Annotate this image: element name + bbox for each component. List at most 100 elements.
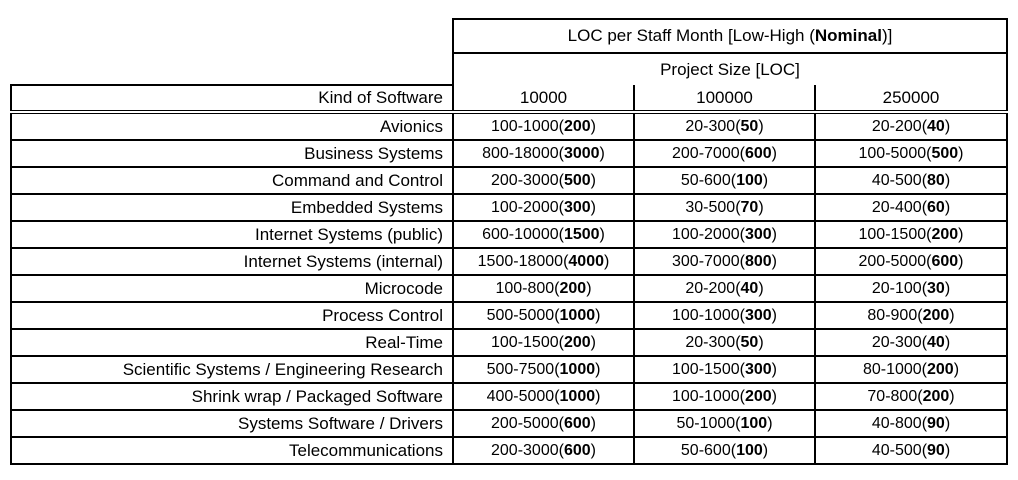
nominal-value: 200 xyxy=(927,360,954,378)
range-text: 100-1000 xyxy=(491,117,559,135)
table-row: Systems Software / Drivers 200-5000(600) 5… xyxy=(10,410,1008,438)
range-text: 100-2000 xyxy=(491,198,559,216)
nominal-value: 40 xyxy=(740,279,759,297)
paren-open: ( xyxy=(926,144,932,162)
nominal-value: 40 xyxy=(927,333,945,351)
range-text: 200-5000 xyxy=(491,414,559,432)
range-text: 50-600 xyxy=(680,171,731,189)
table-row: Shrink wrap / Packaged Software 400-5000(… xyxy=(10,383,1008,411)
range-text: 100-1500 xyxy=(672,360,740,378)
paren-close: ) xyxy=(953,360,960,378)
value-cell: 100-1500(300) xyxy=(633,356,815,384)
paren-close: ) xyxy=(949,387,955,405)
table-row: Embedded Systems 100-2000(300) 30-500(70) 2… xyxy=(10,194,1008,222)
range-text: 100-1500 xyxy=(491,333,559,351)
nominal-value: 3000 xyxy=(563,144,600,162)
paren-close: ) xyxy=(944,441,951,459)
nominal-value: 200 xyxy=(563,117,591,135)
table-row: Business Systems 800-18000(3000) 200-7000(… xyxy=(10,140,1008,168)
paren-close: ) xyxy=(590,441,596,459)
range-text: 20-300 xyxy=(685,333,736,351)
nominal-value: 30 xyxy=(927,279,945,297)
value-cell: 200-5000(600) xyxy=(814,248,1008,276)
value-cell: 40-800(90) xyxy=(814,410,1008,438)
paren-close: ) xyxy=(590,333,596,351)
kind-cell: Internet Systems (public) xyxy=(10,221,454,249)
value-cell: 1500-18000(4000) xyxy=(452,248,634,276)
paren-open: ( xyxy=(917,306,923,324)
nominal-value: 600 xyxy=(931,252,959,270)
paren-open: ( xyxy=(558,198,564,216)
paren-close: ) xyxy=(771,144,777,162)
size-header-10000: 10000 xyxy=(452,85,634,114)
paren-open: ( xyxy=(921,171,928,189)
paren-close: ) xyxy=(944,198,951,216)
range-text: 20-100 xyxy=(871,279,922,297)
nominal-value: 60 xyxy=(927,198,945,216)
value-cell: 600-10000(1500) xyxy=(452,221,634,249)
paren-open: ( xyxy=(730,171,737,189)
range-text: 20-300 xyxy=(871,333,922,351)
range-text: 50-600 xyxy=(680,441,731,459)
paren-close: ) xyxy=(758,117,764,135)
paren-close: ) xyxy=(944,333,951,351)
paren-close: ) xyxy=(758,198,764,216)
nominal-value: 1000 xyxy=(559,306,596,324)
size-header-100000: 100000 xyxy=(633,85,815,114)
paren-open: ( xyxy=(554,306,560,324)
kind-cell: Command and Control xyxy=(10,167,454,195)
range-text: 80-1000 xyxy=(862,360,922,378)
value-cell: 20-300(50) xyxy=(633,112,815,141)
table-row: Process Control 500-5000(1000) 100-1000(30… xyxy=(10,302,1008,330)
range-text: 500-5000 xyxy=(486,306,555,324)
paren-close: ) xyxy=(771,225,777,243)
nominal-value: 200 xyxy=(563,333,591,351)
kind-cell: Avionics xyxy=(10,112,454,141)
paren-open: ( xyxy=(558,117,564,135)
paren-close: ) xyxy=(944,171,951,189)
title-text-end: )] xyxy=(881,26,893,45)
kind-cell: Business Systems xyxy=(10,140,454,168)
range-text: 200-3000 xyxy=(491,441,559,459)
value-cell: 500-7500(1000) xyxy=(452,356,634,384)
nominal-value: 100 xyxy=(736,441,763,459)
paren-open: ( xyxy=(921,414,928,432)
value-cell: 100-1000(200) xyxy=(633,383,815,411)
value-cell: 100-2000(300) xyxy=(452,194,634,222)
table-title: LOC per Staff Month [Low-High (Nominal)] xyxy=(452,18,1008,54)
range-text: 40-500 xyxy=(871,171,922,189)
value-cell: 20-400(60) xyxy=(814,194,1008,222)
nominal-value: 600 xyxy=(744,144,772,162)
range-text: 100-2000 xyxy=(672,225,740,243)
nominal-value: 500 xyxy=(563,171,591,189)
table-row: Scientific Systems / Engineering Researc… xyxy=(10,356,1008,384)
table-row: Internet Systems (public) 600-10000(1500)… xyxy=(10,221,1008,249)
title-row: LOC per Staff Month [Low-High (Nominal)] xyxy=(11,18,1008,54)
range-text: 80-900 xyxy=(867,306,918,324)
nominal-value: 100 xyxy=(736,171,763,189)
value-cell: 100-1000(300) xyxy=(633,302,815,330)
table-row: Microcode 100-800(200) 20-200(40) 20-100(30… xyxy=(10,275,1008,303)
paren-open: ( xyxy=(739,144,745,162)
value-cell: 200-3000(600) xyxy=(452,437,634,465)
range-text: 100-1000 xyxy=(672,306,740,324)
range-text: 200-7000 xyxy=(672,144,740,162)
paren-open: ( xyxy=(558,171,564,189)
paren-close: ) xyxy=(590,171,596,189)
value-cell: 200-3000(500) xyxy=(452,167,634,195)
table-row: Command and Control 200-3000(500) 50-600(1… xyxy=(10,167,1008,195)
paren-open: ( xyxy=(554,387,560,405)
paren-open: ( xyxy=(739,387,745,405)
paren-close: ) xyxy=(762,171,769,189)
kind-cell: Internet Systems (internal) xyxy=(10,248,454,276)
nominal-value: 40 xyxy=(927,117,945,135)
range-text: 40-800 xyxy=(871,414,922,432)
range-text: 20-200 xyxy=(685,279,736,297)
value-cell: 50-600(100) xyxy=(633,167,815,195)
range-text: 50-1000 xyxy=(676,414,736,432)
nominal-value: 300 xyxy=(744,306,772,324)
size-header-250000: 250000 xyxy=(814,85,1008,114)
range-text: 300-7000 xyxy=(672,252,740,270)
project-size-header: Project Size [LOC] xyxy=(452,53,1008,85)
